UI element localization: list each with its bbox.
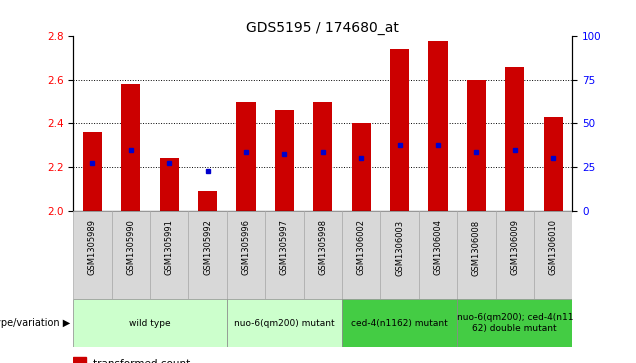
Bar <box>121 84 141 211</box>
Bar <box>73 299 227 347</box>
Bar <box>495 211 534 299</box>
Bar <box>313 102 333 211</box>
Bar <box>457 211 495 299</box>
Title: GDS5195 / 174680_at: GDS5195 / 174680_at <box>246 21 399 35</box>
Bar <box>457 299 572 347</box>
Bar <box>352 123 371 211</box>
Bar <box>544 117 563 211</box>
Text: GSM1306009: GSM1306009 <box>510 219 519 276</box>
Text: GSM1305998: GSM1305998 <box>318 219 328 276</box>
Bar <box>429 41 448 211</box>
Bar <box>390 49 409 211</box>
Bar <box>111 211 150 299</box>
Text: GSM1306003: GSM1306003 <box>395 219 404 276</box>
Text: GSM1306008: GSM1306008 <box>472 219 481 276</box>
Bar <box>160 158 179 211</box>
Bar <box>227 211 265 299</box>
Bar <box>83 132 102 211</box>
Bar <box>467 80 486 211</box>
Bar <box>73 211 111 299</box>
Text: GSM1305992: GSM1305992 <box>203 219 212 275</box>
Bar <box>342 211 380 299</box>
Text: ced-4(n1162) mutant: ced-4(n1162) mutant <box>351 319 448 327</box>
Text: transformed count: transformed count <box>93 359 190 363</box>
Text: nuo-6(qm200); ced-4(n11
62) double mutant: nuo-6(qm200); ced-4(n11 62) double mutan… <box>457 313 573 333</box>
Bar <box>380 211 418 299</box>
Bar <box>505 67 525 211</box>
Bar <box>227 299 342 347</box>
Bar <box>150 211 188 299</box>
Bar <box>303 211 342 299</box>
Text: GSM1305997: GSM1305997 <box>280 219 289 276</box>
Text: nuo-6(qm200) mutant: nuo-6(qm200) mutant <box>234 319 335 327</box>
Bar <box>198 191 217 211</box>
Bar <box>265 211 303 299</box>
Text: wild type: wild type <box>129 319 170 327</box>
Text: GSM1305990: GSM1305990 <box>127 219 135 275</box>
Bar <box>188 211 227 299</box>
Bar <box>342 299 457 347</box>
Text: GSM1305991: GSM1305991 <box>165 219 174 275</box>
Text: GSM1306010: GSM1306010 <box>549 219 558 276</box>
Text: GSM1306004: GSM1306004 <box>434 219 443 276</box>
Bar <box>73 357 86 363</box>
Text: GSM1305989: GSM1305989 <box>88 219 97 276</box>
Bar <box>237 102 256 211</box>
Text: genotype/variation ▶: genotype/variation ▶ <box>0 318 70 328</box>
Text: GSM1305996: GSM1305996 <box>242 219 251 276</box>
Bar <box>275 110 294 211</box>
Bar <box>534 211 572 299</box>
Text: GSM1306002: GSM1306002 <box>357 219 366 276</box>
Bar <box>418 211 457 299</box>
